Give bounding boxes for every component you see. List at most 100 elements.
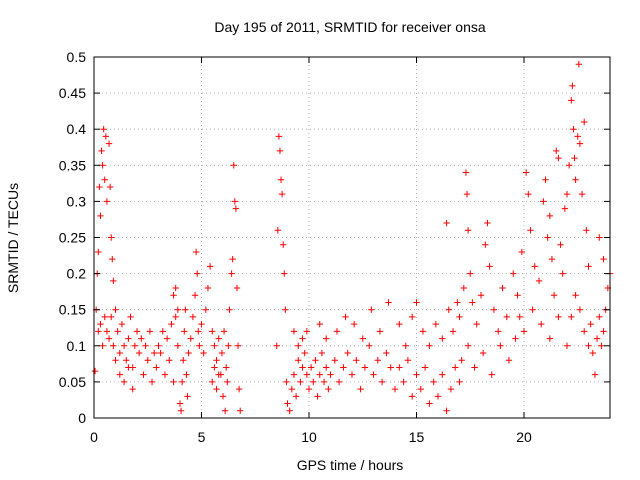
data-point: [114, 328, 121, 335]
data-point: [277, 176, 285, 183]
data-point: [387, 364, 394, 371]
data-point: [178, 378, 186, 386]
data-point: [570, 126, 577, 133]
data-point: [110, 277, 117, 285]
data-point: [516, 313, 523, 321]
data-point: [340, 364, 347, 371]
data-point: [555, 154, 562, 162]
data-point: [181, 328, 188, 335]
y-tick-label: 0.05: [59, 374, 86, 390]
x-tick-label: 20: [516, 429, 532, 445]
data-points: [91, 61, 614, 414]
data-point: [333, 328, 341, 335]
data-point: [118, 320, 126, 328]
data-point: [578, 190, 586, 198]
data-point: [196, 342, 203, 349]
data-point: [417, 385, 424, 393]
data-point: [368, 306, 375, 313]
data-point: [495, 328, 502, 335]
data-point: [233, 284, 241, 292]
data-point: [235, 385, 243, 393]
data-point: [276, 147, 284, 155]
data-point: [99, 162, 106, 169]
data-point: [223, 364, 230, 371]
data-point: [540, 198, 547, 205]
data-point: [286, 407, 293, 414]
data-point: [131, 342, 139, 349]
data-point: [280, 241, 287, 248]
data-point: [447, 385, 455, 393]
data-point: [120, 378, 128, 386]
chart-title: Day 195 of 2011, SRMTID for receiver ons…: [214, 19, 486, 35]
data-point: [512, 335, 519, 342]
data-point: [359, 335, 366, 342]
data-point: [548, 255, 556, 263]
data-point: [467, 270, 474, 277]
data-point: [361, 364, 369, 371]
data-point: [370, 371, 377, 378]
data-point: [292, 393, 300, 400]
data-point: [97, 212, 104, 220]
data-point: [378, 378, 386, 386]
data-point: [282, 306, 289, 313]
data-point: [209, 328, 216, 335]
data-point: [231, 198, 239, 205]
data-point: [225, 342, 232, 349]
data-point: [144, 357, 151, 364]
data-point: [129, 385, 136, 393]
data-point: [91, 367, 99, 375]
data-point: [589, 349, 596, 357]
data-point: [490, 306, 498, 313]
data-point: [218, 349, 226, 357]
data-point: [563, 190, 571, 198]
data-point: [166, 357, 173, 364]
data-point: [100, 126, 107, 133]
data-point: [97, 320, 104, 328]
axis-ticks: 0 0.05 0.1 0.15 0.2 0.25 0.3 0.35 0.4 0.45 0.5 0 5 10…: [59, 49, 610, 445]
data-point: [581, 328, 588, 335]
data-point: [234, 342, 242, 349]
data-point: [219, 393, 227, 400]
data-point: [213, 385, 220, 393]
data-point: [409, 393, 416, 400]
data-point: [557, 241, 564, 248]
data-point: [600, 328, 607, 335]
data-point: [170, 292, 177, 299]
data-point: [568, 313, 575, 321]
data-point: [430, 378, 437, 386]
data-point: [449, 328, 457, 335]
data-point: [99, 342, 106, 349]
data-point: [600, 255, 607, 263]
data-point: [110, 342, 117, 349]
data-point: [462, 169, 470, 176]
data-point: [182, 306, 189, 313]
data-point: [185, 349, 192, 357]
data-point: [439, 371, 446, 378]
data-point: [348, 371, 356, 378]
data-point: [469, 299, 476, 306]
data-point: [312, 357, 319, 364]
data-point: [525, 190, 532, 198]
data-point: [299, 335, 306, 342]
data-point: [307, 364, 315, 371]
data-point: [464, 227, 472, 234]
data-point: [140, 371, 147, 378]
data-point: [376, 328, 384, 335]
data-point: [546, 212, 553, 220]
data-point: [318, 349, 326, 357]
data-point: [510, 270, 517, 277]
data-point: [385, 299, 392, 306]
data-point: [383, 349, 390, 357]
y-tick-label: 0: [78, 410, 86, 426]
data-point: [542, 176, 549, 183]
data-point: [301, 349, 308, 357]
data-point: [426, 342, 433, 349]
data-point: [290, 328, 298, 335]
data-point: [443, 407, 450, 414]
data-point: [316, 371, 323, 378]
data-point: [413, 371, 420, 378]
y-tick-label: 0.1: [67, 338, 87, 354]
data-point: [215, 371, 222, 378]
data-point: [454, 299, 461, 306]
data-point: [213, 357, 220, 364]
